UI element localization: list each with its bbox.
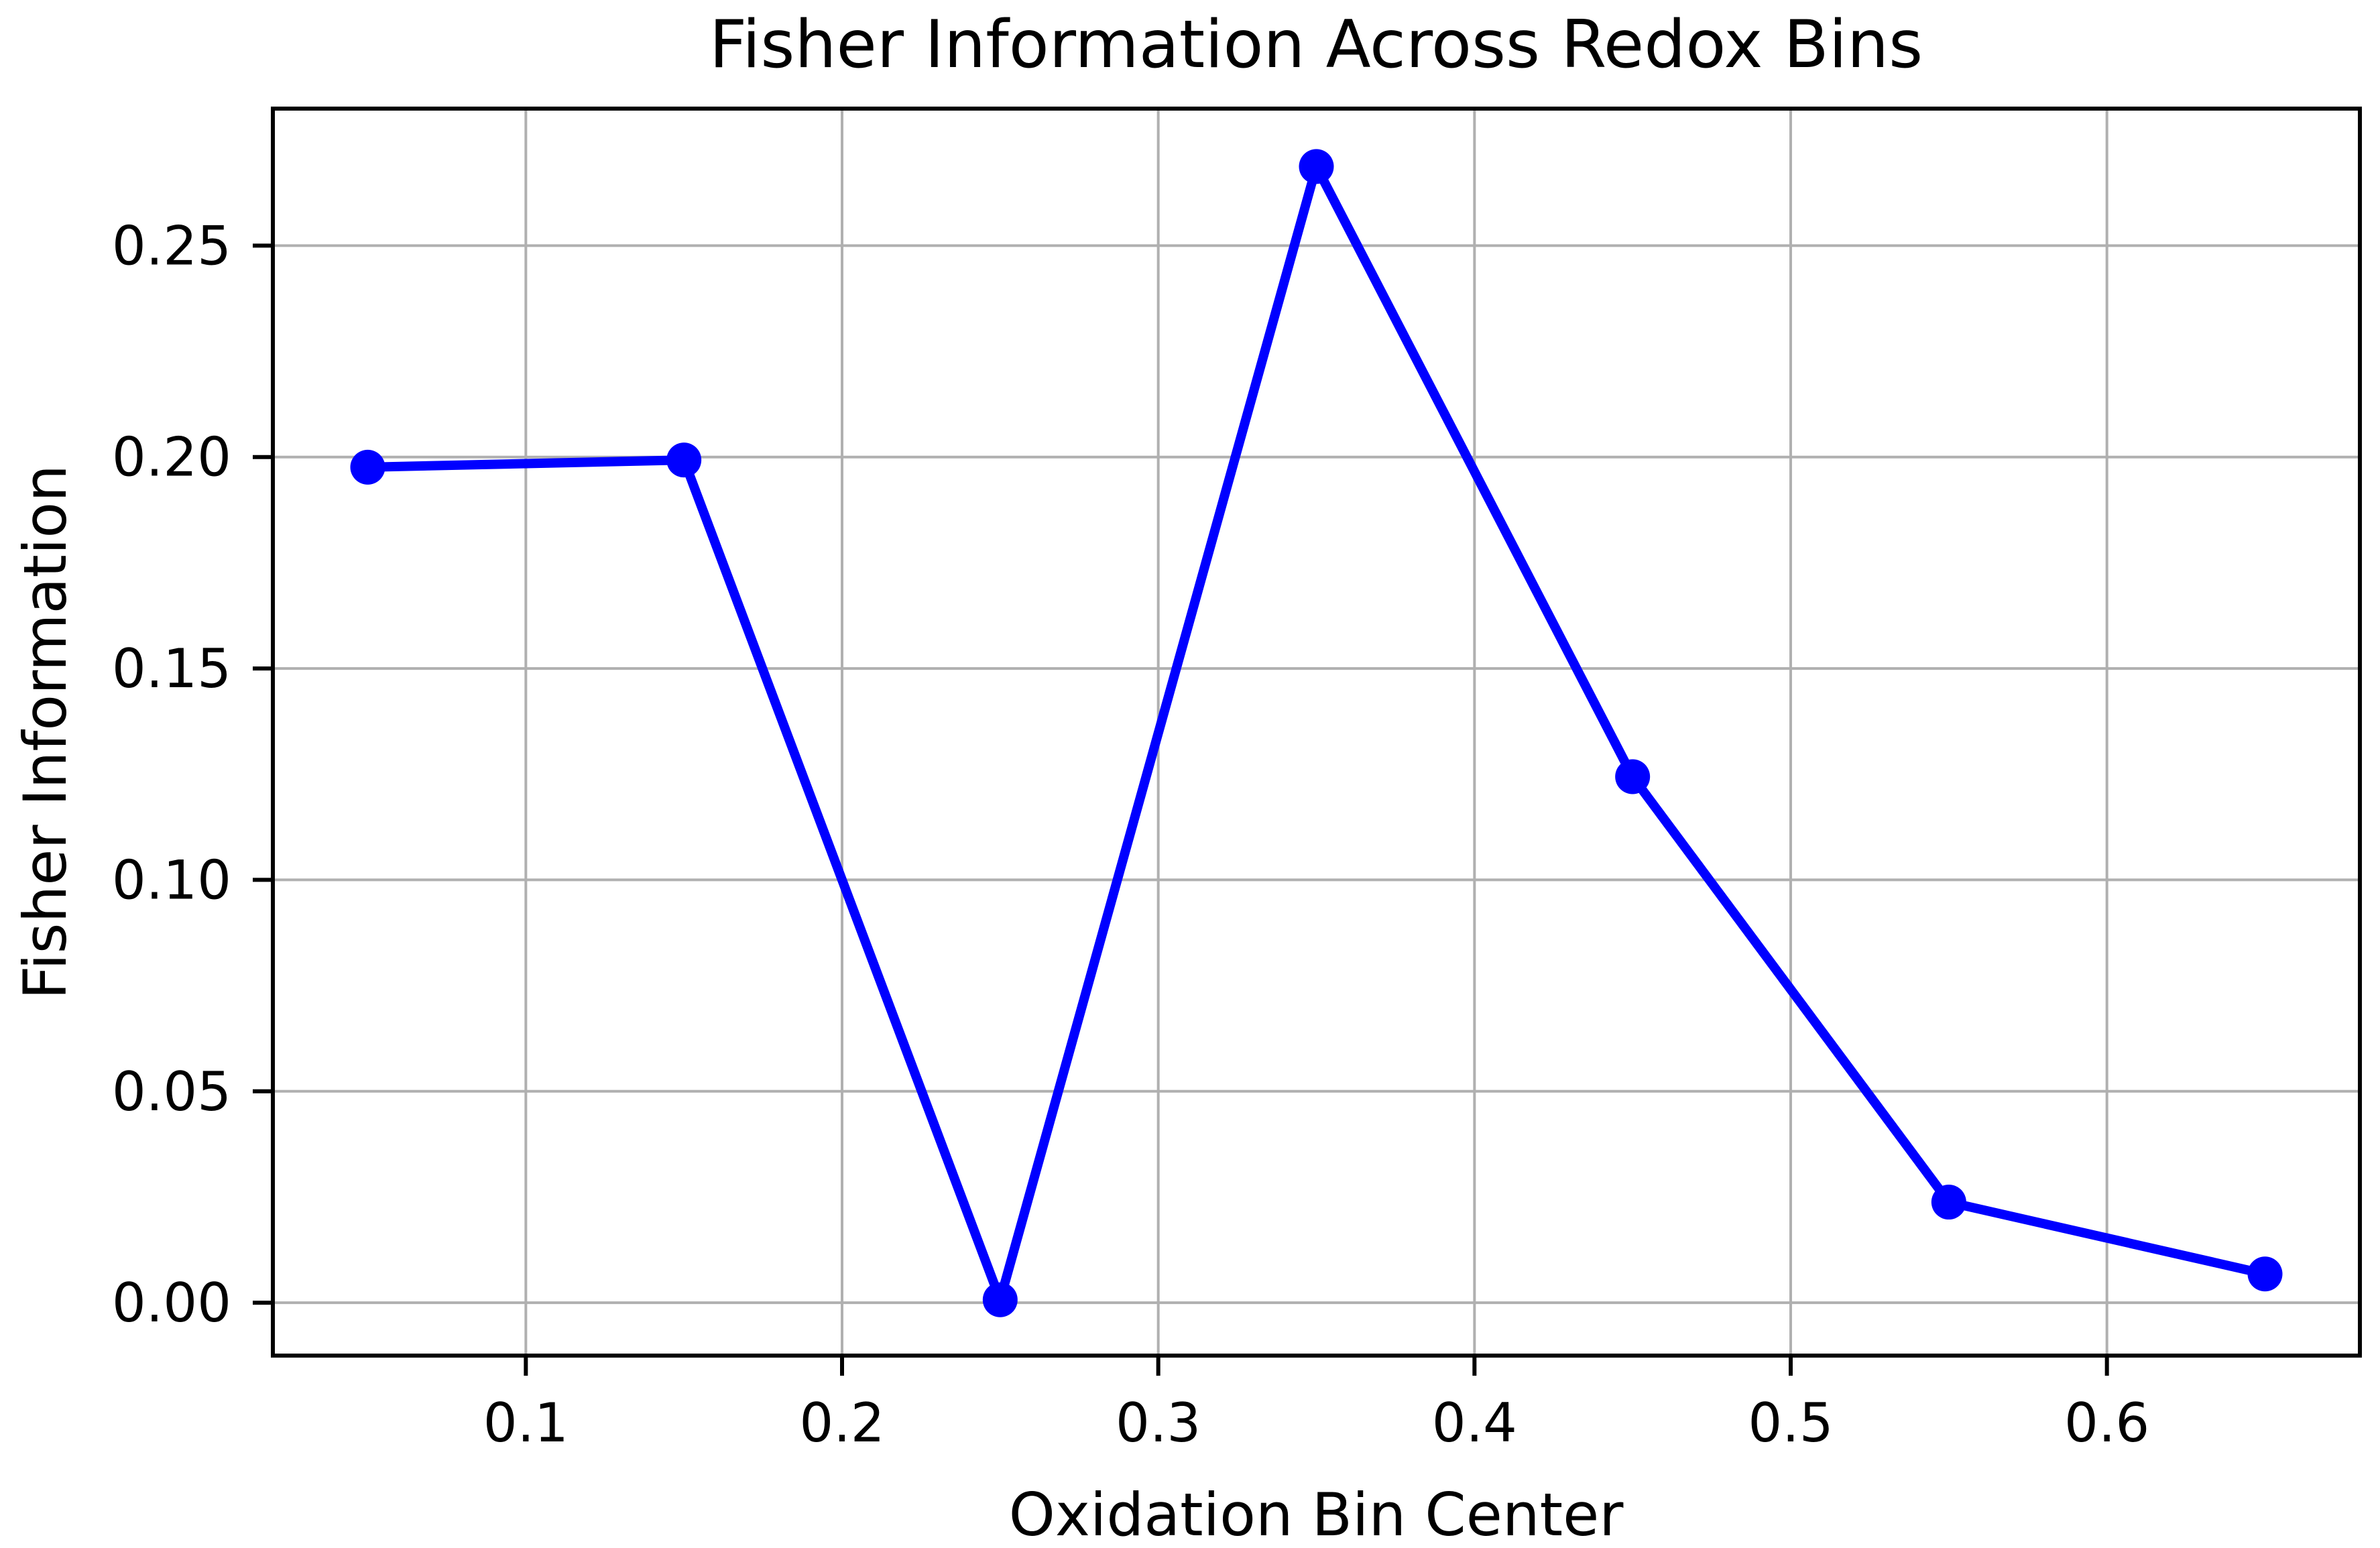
x-tick-label-0.3: 0.3 [1116,1392,1201,1454]
data-point-1 [350,449,385,485]
x-axis-label: Oxidation Bin Center [1009,1480,1624,1548]
x-tick-labels: 0.1 0.2 0.3 0.4 0.5 0.6 [483,1392,2150,1454]
x-tick-label-0.1: 0.1 [483,1392,569,1454]
y-tick-label-0.00: 0.00 [112,1272,231,1334]
x-tick-label-0.2: 0.2 [799,1392,884,1454]
y-axis-label: Fisher Information [11,465,80,1000]
data-point-7 [2247,1256,2283,1292]
y-tick-label-0.15: 0.15 [112,638,231,700]
data-series [350,149,2283,1317]
chart-title: Fisher Information Across Redox Bins [709,7,1923,83]
data-point-4 [1299,149,1334,184]
y-tick-labels: 0.00 0.05 0.10 0.15 0.20 0.25 [112,215,231,1334]
y-tick-label-0.20: 0.20 [112,426,231,489]
y-tick-label-0.25: 0.25 [112,215,231,277]
data-point-2 [666,442,702,478]
data-point-3 [982,1282,1018,1317]
tick-marks [253,243,2109,1376]
plot-frame [271,107,2362,1358]
data-point-5 [1615,759,1651,794]
x-tick-label-0.5: 0.5 [1748,1392,1833,1454]
data-point-6 [1931,1185,1966,1220]
y-tick-label-0.05: 0.05 [112,1061,231,1123]
x-tick-label-0.6: 0.6 [2064,1392,2149,1454]
x-tick-label-0.4: 0.4 [1432,1392,1517,1454]
y-tick-label-0.10: 0.10 [112,849,231,911]
